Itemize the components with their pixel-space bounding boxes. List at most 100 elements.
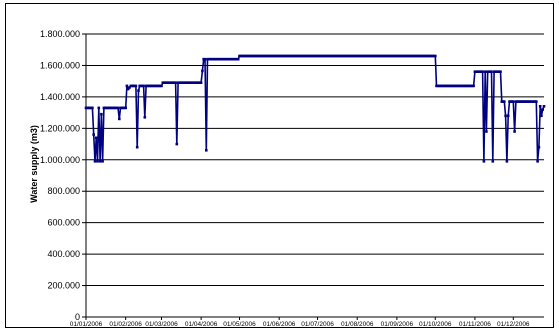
data-point xyxy=(437,84,441,88)
data-point xyxy=(123,106,126,110)
x-tick-label: 01/08/2006 xyxy=(341,321,374,328)
data-point xyxy=(307,54,310,58)
data-point xyxy=(118,117,121,121)
data-point xyxy=(503,100,506,103)
data-point xyxy=(535,100,538,103)
data-point xyxy=(284,54,287,58)
data-point xyxy=(124,106,127,110)
data-point xyxy=(505,160,509,163)
data-point xyxy=(542,105,546,108)
data-point xyxy=(275,54,278,58)
data-point xyxy=(116,106,120,110)
y-tick-label: 0 xyxy=(75,312,80,322)
y-tick-label: 400.000 xyxy=(47,249,80,259)
data-point xyxy=(339,54,342,58)
data-point xyxy=(175,142,179,146)
data-point xyxy=(137,89,140,92)
x-tick-label: 01/11/2006 xyxy=(459,321,491,328)
data-point xyxy=(174,81,177,84)
data-point xyxy=(96,160,99,163)
data-point xyxy=(490,70,493,73)
data-point xyxy=(538,105,542,108)
y-tick-label: 1.800.000 xyxy=(40,29,80,39)
data-point xyxy=(499,70,502,73)
data-point xyxy=(134,84,138,88)
data-point xyxy=(205,149,208,152)
data-point xyxy=(428,54,432,58)
data-point xyxy=(449,84,452,88)
data-point xyxy=(128,86,131,89)
data-point xyxy=(517,100,520,103)
data-point xyxy=(142,84,145,88)
data-point xyxy=(405,54,409,58)
data-point xyxy=(295,54,299,58)
data-point xyxy=(298,54,301,58)
data-point xyxy=(491,160,495,163)
data-point xyxy=(537,145,541,149)
data-point xyxy=(469,84,473,88)
data-point xyxy=(102,106,106,110)
data-point xyxy=(199,81,203,84)
x-tick-label: 01/09/2006 xyxy=(381,321,414,328)
data-point xyxy=(362,54,365,58)
data-point xyxy=(540,114,543,118)
data-point xyxy=(485,130,488,133)
data-point xyxy=(263,54,267,58)
x-tick-label: 01/01/2006 xyxy=(70,321,103,328)
y-tick-label: 1.000.000 xyxy=(40,155,80,165)
x-tick-label: 01/03/2006 xyxy=(145,321,178,328)
data-point xyxy=(126,87,130,91)
data-point xyxy=(97,106,101,110)
data-point xyxy=(373,54,377,58)
data-point xyxy=(417,54,420,58)
x-tick-label: 01/05/2006 xyxy=(223,321,256,328)
data-point xyxy=(101,160,104,163)
data-point xyxy=(341,54,345,58)
data-point xyxy=(385,54,388,58)
x-tick-label: 01/07/2006 xyxy=(301,321,334,328)
data-point xyxy=(541,108,544,111)
x-tick-label: 01/02/2006 xyxy=(109,321,142,328)
data-point xyxy=(135,145,139,149)
data-point xyxy=(203,57,207,61)
data-point xyxy=(201,69,204,73)
data-point xyxy=(434,54,437,58)
data-point xyxy=(504,114,507,118)
data-point xyxy=(98,160,102,163)
data-point xyxy=(513,130,516,133)
data-point xyxy=(382,54,386,58)
data-point xyxy=(528,100,532,103)
data-point xyxy=(472,84,475,88)
y-tick-label: 800.000 xyxy=(47,186,80,196)
y-tick-label: 1.400.000 xyxy=(40,92,80,102)
data-point xyxy=(236,57,240,61)
data-point xyxy=(394,54,397,58)
y-tick-label: 1.200.000 xyxy=(40,123,80,133)
data-point xyxy=(286,54,290,58)
data-point xyxy=(460,84,464,88)
data-point xyxy=(482,160,486,163)
data-point xyxy=(536,160,539,163)
y-tick-label: 600.000 xyxy=(47,218,80,228)
data-point xyxy=(327,54,331,58)
data-point xyxy=(91,106,94,110)
x-tick-label: 01/10/2006 xyxy=(419,321,452,328)
data-point xyxy=(483,70,487,73)
data-point xyxy=(94,136,98,140)
data-point xyxy=(93,160,97,163)
data-point xyxy=(160,84,163,88)
data-point xyxy=(426,54,429,58)
y-axis-label: Water supply (m3) xyxy=(29,125,39,203)
y-tick-label: 1.600.000 xyxy=(40,60,80,70)
data-point xyxy=(492,70,496,73)
data-point xyxy=(330,54,333,58)
data-point xyxy=(506,114,510,118)
data-point xyxy=(100,112,103,116)
data-point xyxy=(350,54,354,58)
x-tick-label: 01/12/2006 xyxy=(497,321,530,328)
data-point xyxy=(512,100,515,103)
x-tick-label: 01/04/2006 xyxy=(185,321,218,328)
data-point xyxy=(114,106,117,110)
data-point xyxy=(143,116,147,119)
